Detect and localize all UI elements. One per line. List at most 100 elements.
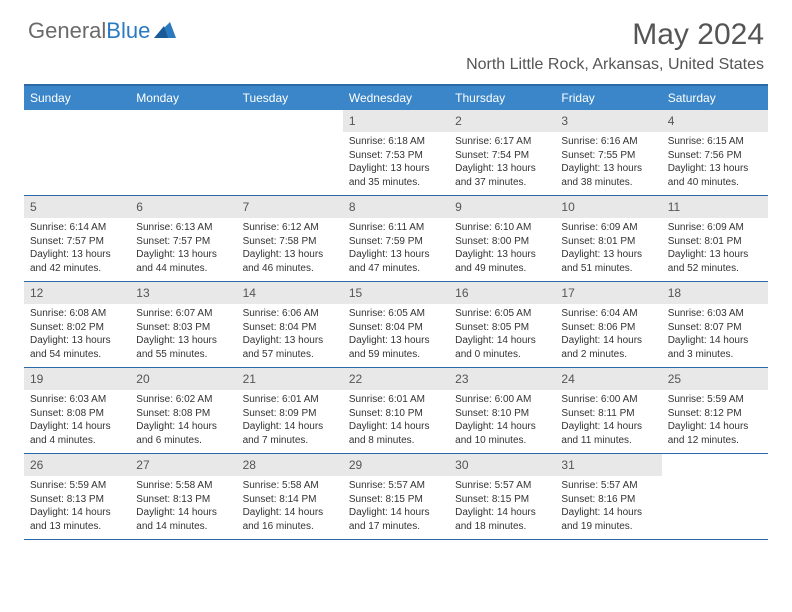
weekday-label: Wednesday (343, 86, 449, 110)
day-number: 2 (449, 110, 555, 132)
info-line: and 38 minutes. (561, 176, 655, 190)
info-line: Sunset: 8:10 PM (349, 407, 443, 421)
logo-word-2: Blue (106, 18, 150, 44)
info-line: Daylight: 14 hours (561, 506, 655, 520)
calendar-cell: 12Sunrise: 6:08 AMSunset: 8:02 PMDayligh… (24, 282, 130, 367)
calendar-cell: 7Sunrise: 6:12 AMSunset: 7:58 PMDaylight… (237, 196, 343, 281)
day-number: 3 (555, 110, 661, 132)
info-line: Sunrise: 6:01 AM (349, 393, 443, 407)
info-line: and 11 minutes. (561, 434, 655, 448)
day-number: 29 (343, 454, 449, 476)
day-info: Sunrise: 5:59 AMSunset: 8:12 PMDaylight:… (662, 393, 768, 447)
calendar-cell: 26Sunrise: 5:59 AMSunset: 8:13 PMDayligh… (24, 454, 130, 539)
info-line: Sunrise: 6:03 AM (668, 307, 762, 321)
calendar-cell: 29 Sunrise: 5:57 AMSunset: 8:15 PMDayligh… (343, 454, 449, 539)
info-line: Daylight: 13 hours (668, 248, 762, 262)
info-line: and 49 minutes. (455, 262, 549, 276)
calendar-cell: 30Sunrise: 5:57 AMSunset: 8:15 PMDayligh… (449, 454, 555, 539)
weekday-label: Saturday (662, 86, 768, 110)
day-number: 28 (237, 454, 343, 476)
info-line: Sunrise: 5:57 AM (561, 479, 655, 493)
month-title: May 2024 (466, 18, 764, 52)
day-number: 22 (343, 368, 449, 390)
day-info: Sunrise: 6:17 AMSunset: 7:54 PMDaylight:… (449, 135, 555, 189)
calendar-cell: 4Sunrise: 6:15 AMSunset: 7:56 PMDaylight… (662, 110, 768, 195)
calendar-cell: 18Sunrise: 6:03 AMSunset: 8:07 PMDayligh… (662, 282, 768, 367)
calendar-cell: 10Sunrise: 6:09 AMSunset: 8:01 PMDayligh… (555, 196, 661, 281)
day-info: Sunrise: 5:57 AMSunset: 8:15 PMDaylight:… (449, 479, 555, 533)
info-line: Sunset: 8:05 PM (455, 321, 549, 335)
info-line: Sunset: 8:04 PM (243, 321, 337, 335)
info-line: Daylight: 14 hours (243, 420, 337, 434)
info-line: Sunrise: 5:58 AM (243, 479, 337, 493)
info-line: Daylight: 14 hours (561, 420, 655, 434)
info-line: Daylight: 13 hours (30, 334, 124, 348)
info-line: and 16 minutes. (243, 520, 337, 534)
day-info: Sunrise: 6:05 AMSunset: 8:04 PMDaylight:… (343, 307, 449, 361)
weekday-label: Sunday (24, 86, 130, 110)
info-line: Daylight: 13 hours (349, 334, 443, 348)
day-number: 27 (130, 454, 236, 476)
info-line: Sunset: 7:54 PM (455, 149, 549, 163)
info-line: and 8 minutes. (349, 434, 443, 448)
info-line: and 55 minutes. (136, 348, 230, 362)
calendar-cell: 2 Sunrise: 6:17 AMSunset: 7:54 PMDaylight… (449, 110, 555, 195)
info-line: Sunrise: 6:16 AM (561, 135, 655, 149)
info-line: Sunrise: 6:13 AM (136, 221, 230, 235)
weekday-label: Monday (130, 86, 236, 110)
calendar-cell: 11Sunrise: 6:09 AMSunset: 8:01 PMDayligh… (662, 196, 768, 281)
info-line: Daylight: 13 hours (455, 162, 549, 176)
day-info: Sunrise: 5:57 AMSunset: 8:15 PMDaylight:… (343, 479, 449, 533)
day-info: Sunrise: 5:58 AMSunset: 8:14 PMDaylight:… (237, 479, 343, 533)
day-info: Sunrise: 6:05 AMSunset: 8:05 PMDaylight:… (449, 307, 555, 361)
day-info: Sunrise: 6:03 AMSunset: 8:08 PMDaylight:… (24, 393, 130, 447)
info-line: Daylight: 13 hours (349, 162, 443, 176)
weekday-label: Tuesday (237, 86, 343, 110)
info-line: Sunset: 8:10 PM (455, 407, 549, 421)
day-info: Sunrise: 6:15 AMSunset: 7:56 PMDaylight:… (662, 135, 768, 189)
day-number: 8 (343, 196, 449, 218)
info-line: Sunset: 7:56 PM (668, 149, 762, 163)
day-info: Sunrise: 6:02 AMSunset: 8:08 PMDaylight:… (130, 393, 236, 447)
calendar-cell: 31Sunrise: 5:57 AMSunset: 8:16 PMDayligh… (555, 454, 661, 539)
calendar-cell: 17Sunrise: 6:04 AMSunset: 8:06 PMDayligh… (555, 282, 661, 367)
calendar-cell: 13Sunrise: 6:07 AMSunset: 8:03 PMDayligh… (130, 282, 236, 367)
info-line: Daylight: 14 hours (243, 506, 337, 520)
info-line: Daylight: 13 hours (136, 248, 230, 262)
day-number (662, 454, 768, 476)
info-line: Sunset: 8:09 PM (243, 407, 337, 421)
day-number: 6 (130, 196, 236, 218)
info-line: Daylight: 14 hours (136, 506, 230, 520)
info-line: and 52 minutes. (668, 262, 762, 276)
day-number: 13 (130, 282, 236, 304)
day-number: 1 (343, 110, 449, 132)
day-info: Sunrise: 6:16 AMSunset: 7:55 PMDaylight:… (555, 135, 661, 189)
info-line: Sunrise: 6:11 AM (349, 221, 443, 235)
info-line: Sunset: 8:15 PM (455, 493, 549, 507)
info-line: Sunrise: 6:10 AM (455, 221, 549, 235)
info-line: and 2 minutes. (561, 348, 655, 362)
info-line: and 6 minutes. (136, 434, 230, 448)
calendar-cell: 22Sunrise: 6:01 AMSunset: 8:10 PMDayligh… (343, 368, 449, 453)
info-line: Sunrise: 6:08 AM (30, 307, 124, 321)
info-line: Sunset: 8:02 PM (30, 321, 124, 335)
info-line: Daylight: 13 hours (243, 334, 337, 348)
calendar-cell: 27Sunrise: 5:58 AMSunset: 8:13 PMDayligh… (130, 454, 236, 539)
day-info: Sunrise: 6:14 AMSunset: 7:57 PMDaylight:… (24, 221, 130, 275)
info-line: Daylight: 14 hours (30, 420, 124, 434)
info-line: Sunrise: 6:04 AM (561, 307, 655, 321)
info-line: and 3 minutes. (668, 348, 762, 362)
calendar-cell (662, 454, 768, 539)
day-number: 17 (555, 282, 661, 304)
info-line: and 18 minutes. (455, 520, 549, 534)
day-number: 25 (662, 368, 768, 390)
info-line: Daylight: 14 hours (30, 506, 124, 520)
day-number (237, 110, 343, 132)
info-line: Sunrise: 6:00 AM (455, 393, 549, 407)
info-line: Sunrise: 5:57 AM (349, 479, 443, 493)
info-line: Daylight: 14 hours (455, 334, 549, 348)
info-line: Sunset: 8:08 PM (136, 407, 230, 421)
calendar-cell (24, 110, 130, 195)
day-number: 18 (662, 282, 768, 304)
calendar-week: 26Sunrise: 5:59 AMSunset: 8:13 PMDayligh… (24, 454, 768, 540)
